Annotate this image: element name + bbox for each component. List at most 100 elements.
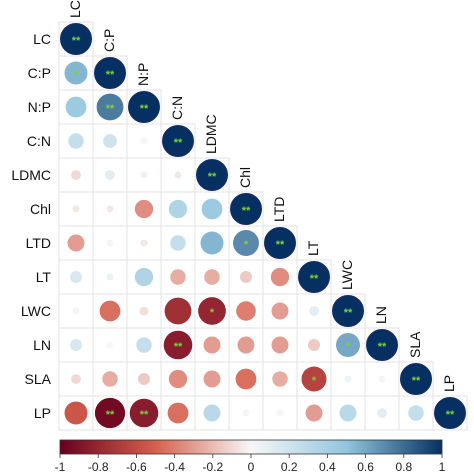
significance-star: **: [106, 69, 115, 81]
significance-star: **: [412, 375, 421, 387]
row-label: C:P: [28, 65, 51, 81]
colorbar-tick-label: -1: [55, 460, 66, 474]
correlation-circle: [270, 267, 290, 287]
column-label: LC: [67, 0, 83, 18]
colorbar-tick-label: 0.6: [357, 460, 374, 474]
colorbar-tick-label: -0.2: [202, 460, 223, 474]
correlation-circle: [203, 336, 221, 354]
correlation-circle: [168, 369, 188, 389]
column-label: SLA: [407, 331, 423, 358]
correlation-circle: [400, 363, 432, 395]
correlation-circle: [128, 91, 160, 123]
correlation-circle: [271, 302, 289, 320]
correlation-circle: [106, 205, 114, 213]
significance-star: *: [346, 341, 351, 353]
column-label: N:P: [135, 63, 151, 86]
correlation-circle: [68, 133, 84, 149]
correlation-circle: [140, 171, 148, 179]
column-label: LP: [441, 375, 457, 392]
correlation-circle: [106, 273, 114, 281]
correlation-circle: [71, 170, 81, 180]
significance-star: **: [140, 103, 149, 115]
correlation-circle: [236, 301, 256, 321]
significance-star: **: [174, 137, 183, 149]
correlation-circle: [233, 230, 259, 256]
correlation-circle: [106, 239, 114, 247]
correlation-circle: [99, 300, 121, 322]
colorbar: [59, 439, 443, 455]
significance-star: *: [244, 239, 249, 251]
correlation-circle: [134, 267, 154, 287]
colorbar-tick-label: 0.4: [319, 460, 336, 474]
significance-star: **: [72, 35, 81, 47]
significance-star: **: [242, 205, 251, 217]
colorbar-tick-label: 0.8: [395, 460, 412, 474]
correlation-circle: [201, 198, 223, 220]
correlation-circle: [72, 205, 80, 213]
correlation-circle: [230, 193, 262, 225]
colorbar-tick-label: -0.4: [164, 460, 185, 474]
column-label: LDMC: [203, 114, 219, 154]
correlation-circle: [272, 371, 288, 387]
correlation-circle: [198, 297, 226, 325]
correlation-circle: [72, 307, 80, 315]
correlation-circle: [105, 170, 115, 180]
correlation-circle: [170, 269, 186, 285]
correlation-circle: [164, 297, 192, 325]
colorbar-tick-label: -0.8: [88, 460, 109, 474]
column-label: LN: [373, 306, 389, 324]
correlation-circle: [434, 397, 466, 429]
correlation-circle: [69, 338, 83, 352]
significance-star: *: [312, 375, 317, 387]
column-label: LWC: [339, 260, 355, 290]
correlation-circle: [298, 261, 330, 293]
column-label: C:P: [101, 29, 117, 52]
correlation-circle: [307, 338, 321, 352]
correlation-circle: [94, 397, 126, 429]
significance-star: **: [276, 239, 285, 251]
column-label: C:N: [169, 96, 185, 120]
correlation-circle: [163, 330, 193, 360]
row-label: LDMC: [11, 167, 51, 183]
row-label: LWC: [21, 303, 51, 319]
correlation-circle: [140, 137, 148, 145]
correlation-circle: [235, 368, 257, 390]
significance-stars: *** **** ********* ***** **** * *** **** ** **: [72, 35, 455, 421]
correlation-circle: [377, 408, 387, 418]
correlation-circle: [102, 371, 118, 387]
correlation-circle: [309, 306, 319, 316]
significance-star: *: [74, 69, 79, 81]
correlation-circle: [264, 227, 296, 259]
row-label: LP: [34, 405, 51, 421]
row-label: Chl: [30, 201, 51, 217]
significance-star: **: [310, 273, 319, 285]
correlation-circle: [203, 370, 221, 388]
colorbar-tick-label: -0.6: [126, 460, 147, 474]
correlation-circles: [60, 23, 466, 429]
correlation-circle: [96, 93, 124, 121]
colorbar-tick-label: 0: [248, 460, 255, 474]
correlation-circle: [94, 57, 126, 89]
correlation-circle: [344, 375, 352, 383]
correlation-circle: [106, 341, 114, 349]
correlation-circle: [168, 199, 188, 219]
correlation-circle: [174, 171, 182, 179]
colorbar-tick-label: 0.2: [281, 460, 298, 474]
correlation-circle: [301, 366, 327, 392]
significance-star: **: [174, 341, 183, 353]
column-label: LT: [305, 240, 321, 256]
grid-layer: [58, 21, 468, 431]
column-label: Chl: [237, 167, 253, 188]
correlation-circle: [276, 409, 284, 417]
correlation-circle: [200, 231, 224, 255]
correlation-circle: [204, 269, 220, 285]
correlation-circle: [203, 404, 221, 422]
correlation-circle: [242, 409, 250, 417]
row-label: LT: [36, 269, 52, 285]
diagonal-labels: LC C:P N:P C:N LDMC Chl LTD LT LWC LN SLA LP: [67, 0, 457, 392]
correlation-circle: [65, 96, 87, 118]
correlation-circle: [64, 61, 88, 85]
significance-star: **: [106, 409, 115, 421]
correlation-circle: [64, 401, 88, 425]
